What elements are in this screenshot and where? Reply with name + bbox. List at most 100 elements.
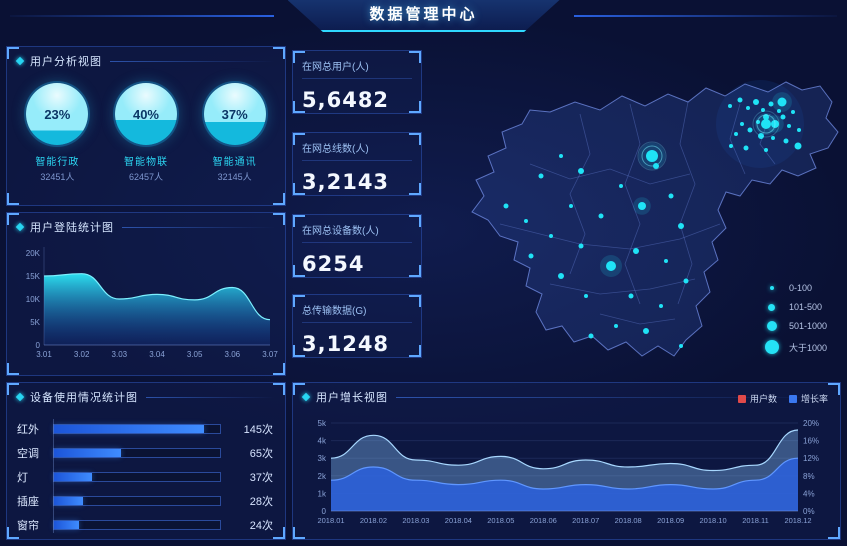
stat-card-total-users: 在网总用户(人) 5,6482 [292, 50, 422, 114]
bar-label: 红外 [17, 424, 39, 436]
legend-label: 大于1000 [788, 342, 827, 353]
map-legend: 0-100 101-500 501-1000 大于1000 [764, 283, 827, 354]
stat-value: 6254 [302, 252, 365, 276]
svg-text:3.02: 3.02 [74, 350, 90, 359]
panel-title-row: 设备使用情况统计图 [7, 383, 285, 409]
gauge-comms: 37% 智能通讯 32145人 [191, 83, 279, 183]
bar-track [53, 496, 221, 506]
panel-title: 用户登陆统计图 [30, 222, 114, 234]
legend-label: 101-500 [788, 302, 822, 312]
bar-fill [54, 449, 122, 457]
svg-text:3.05: 3.05 [187, 350, 203, 359]
gauge-count: 32451人 [40, 172, 75, 182]
panel-title: 设备使用情况统计图 [30, 392, 138, 404]
gauge-percent: 23% [44, 106, 71, 122]
svg-text:2018.08: 2018.08 [615, 516, 642, 525]
svg-text:4k: 4k [318, 437, 327, 446]
map-data-points [503, 92, 802, 348]
legend-item: 大于1000 [764, 340, 827, 354]
legend-swatch-red [737, 394, 746, 403]
gauge-group: 23% 智能行政 32451人 40% 智能物联 62457人 37% 智能通讯… [7, 73, 285, 183]
panel-title: 用户增长视图 [316, 392, 388, 404]
bar-fill [54, 521, 79, 529]
svg-text:3k: 3k [318, 454, 327, 463]
gauge-circle: 23% [26, 83, 89, 145]
bar-row: 插座 28次 [17, 489, 273, 513]
page-title: 数据管理中心 [287, 0, 560, 32]
dot-size-icon [764, 321, 780, 331]
stat-label: 总传输数据(G) [302, 302, 412, 323]
legend-label: 0-100 [788, 283, 812, 293]
bar-label: 灯 [17, 472, 28, 484]
stat-label: 在网总设备数(人) [302, 222, 412, 243]
svg-text:3.06: 3.06 [225, 350, 241, 359]
diamond-icon [301, 392, 311, 402]
header: 数据管理中心 [0, 0, 847, 36]
bar-value: 37次 [249, 472, 273, 484]
diamond-icon [15, 222, 25, 232]
device-bar-chart: 红外 145次空调 65次灯 37次插座 28次窗帘 24次 [7, 409, 285, 541]
panel-title-row: 用户增长视图 [293, 383, 840, 409]
stat-value: 3,2143 [302, 170, 390, 194]
svg-text:2018.06: 2018.06 [530, 516, 557, 525]
bar-fill [54, 425, 205, 433]
svg-text:3.04: 3.04 [149, 350, 165, 359]
panel-login-stats: 用户登陆统计图 0 5K 10K 15K 20K 3.01 3.02 3.03 3.04 3.05… [6, 212, 286, 376]
svg-text:2018.05: 2018.05 [487, 516, 514, 525]
stat-card-total-devices: 在网总设备数(人) 6254 [292, 214, 422, 278]
gauge-iot: 40% 智能物联 62457人 [102, 83, 190, 183]
svg-text:2018.09: 2018.09 [657, 516, 684, 525]
bar-label: 插座 [17, 496, 39, 508]
bar-value: 24次 [249, 520, 273, 532]
legend-label: 501-1000 [788, 321, 827, 331]
stat-value: 5,6482 [302, 88, 390, 112]
gauge-label: 智能通讯 [212, 157, 257, 168]
bar-row: 空调 65次 [17, 441, 273, 465]
legend-item: 0-100 [764, 283, 827, 293]
panel-user-growth: 用户增长视图 用户数 增长率 0 0% 1k 4% 2k 8% 3k 12% 4k 16% 5k 20… [292, 382, 841, 540]
svg-text:4%: 4% [803, 489, 815, 498]
legend-swatch-blue [788, 394, 797, 403]
svg-text:5K: 5K [30, 318, 40, 327]
svg-text:2018.11: 2018.11 [742, 516, 769, 525]
growth-chart-legend: 用户数 增长率 [737, 392, 828, 405]
bar-label: 窗帘 [17, 520, 39, 532]
gauge-label: 智能物联 [123, 157, 168, 168]
stat-card-total-lines: 在网总线数(人) 3,2143 [292, 132, 422, 196]
gauge-admin: 23% 智能行政 32451人 [13, 83, 101, 183]
bar-value: 28次 [249, 496, 273, 508]
dot-size-icon [764, 286, 780, 290]
svg-text:2k: 2k [318, 472, 327, 481]
gauge-percent: 37% [221, 106, 248, 122]
gauge-percent: 40% [132, 106, 159, 122]
svg-text:20%: 20% [803, 419, 819, 428]
svg-text:1k: 1k [318, 489, 327, 498]
svg-text:3.01: 3.01 [36, 350, 52, 359]
gauge-circle: 40% [114, 83, 177, 145]
svg-text:2018.03: 2018.03 [402, 516, 429, 525]
map-outline [471, 81, 839, 357]
legend-item: 增长率 [788, 392, 828, 405]
growth-area-chart: 0 0% 1k 4% 2k 8% 3k 12% 4k 16% 5k 20% 2018.01 2018.02… [317, 419, 819, 525]
svg-text:2018.10: 2018.10 [700, 516, 727, 525]
bar-track [53, 448, 221, 458]
gauge-count: 62457人 [128, 172, 163, 182]
stat-label: 在网总用户(人) [302, 58, 412, 79]
panel-title: 用户分析视图 [30, 56, 102, 68]
bar-track [53, 424, 221, 434]
svg-text:15K: 15K [26, 272, 41, 281]
svg-text:2018.04: 2018.04 [445, 516, 472, 525]
svg-text:0: 0 [322, 507, 327, 516]
diamond-icon [15, 392, 25, 402]
dot-size-icon [764, 303, 780, 311]
bar-value: 145次 [243, 424, 273, 436]
svg-text:8%: 8% [803, 472, 815, 481]
bar-fill [54, 473, 93, 481]
map-borders [499, 101, 776, 325]
bar-fill [54, 497, 84, 505]
svg-text:2018.02: 2018.02 [360, 516, 387, 525]
legend-item: 101-500 [764, 302, 827, 312]
panel-user-analysis: 用户分析视图 23% 智能行政 32451人 40% 智能物联 62457人 3… [6, 46, 286, 206]
gauge-count: 32145人 [217, 172, 252, 182]
svg-text:0: 0 [36, 341, 41, 350]
